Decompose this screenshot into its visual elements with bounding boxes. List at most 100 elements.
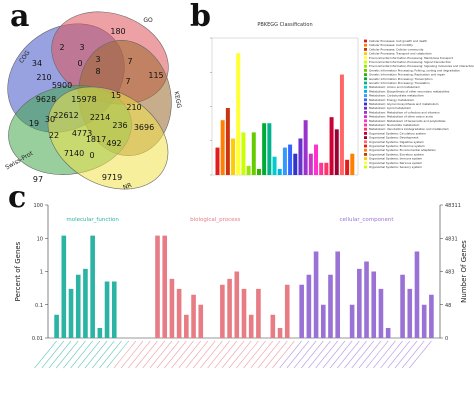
go-category-label-stub: [120, 340, 144, 369]
go-category-label-stub: [214, 340, 238, 369]
go-category-label-stub: [48, 340, 72, 369]
kegg-legend-label: Organismal Systems: Sensory system: [369, 165, 422, 169]
go-category-label-stub: [63, 340, 86, 369]
venn-set-ellipse: [47, 86, 169, 190]
go-bar: [256, 288, 261, 338]
kegg-legend-swatch: [364, 144, 367, 148]
kegg-legend-swatch: [364, 153, 367, 156]
go-bar: [306, 274, 312, 338]
kegg-bar: [319, 162, 324, 175]
kegg-bar: [225, 108, 230, 175]
go-bar: [241, 288, 247, 338]
kegg-bar: [246, 165, 251, 175]
go-category-label-stub: [351, 340, 374, 369]
go-category-label-stub: [257, 340, 281, 369]
go-ylabel-right: Number Of Genes: [460, 240, 468, 303]
go-category-label-stub: [228, 340, 252, 369]
go-bar: [385, 327, 391, 338]
go-category-label-stub: [308, 340, 331, 369]
go-bar: [371, 271, 377, 338]
kegg-legend-label: Environmental Information Processing: Me…: [369, 56, 454, 60]
go-category-label-stub: [315, 340, 338, 369]
go-category-label-stub: [387, 340, 411, 369]
go-category-label-stub: [344, 340, 367, 369]
go-category-label-stub: [322, 340, 346, 369]
kegg-legend-swatch: [364, 98, 367, 102]
kegg-bar: [282, 147, 287, 175]
go-category-label-stub: [265, 340, 288, 369]
kegg-legend-swatch: [364, 165, 367, 169]
go-category-label-stub: [373, 340, 396, 369]
kegg-legend-swatch: [364, 115, 367, 118]
go-category-label-stub: [301, 340, 324, 369]
go-category-label-stub: [358, 340, 382, 369]
go-bar: [349, 304, 355, 338]
kegg-bar: [303, 120, 308, 175]
go-bar: [421, 304, 427, 338]
kegg-bar: [267, 123, 272, 175]
go-bar: [220, 284, 225, 338]
go-category-label-stub: [92, 340, 115, 369]
go-ytick-label: 0.01: [32, 336, 43, 342]
go-bar: [414, 251, 420, 338]
go-bar: [357, 268, 362, 338]
go-category-label-stub: [380, 340, 403, 369]
venn-region-count: 2: [59, 43, 64, 52]
venn-region-count: 180: [110, 27, 125, 36]
kegg-bar: [262, 123, 267, 175]
go-bar: [378, 288, 384, 338]
kegg-legend-swatch: [364, 60, 367, 64]
go-bar: [162, 235, 168, 338]
go-bar: [335, 251, 341, 338]
venn-region-count: 1817: [86, 135, 106, 144]
kegg-legend-swatch: [364, 39, 367, 43]
kegg-legend-swatch: [364, 94, 367, 97]
go-category-label-stub: [394, 340, 418, 369]
venn-region-count: 2214: [90, 113, 110, 122]
go-bar: [61, 235, 67, 338]
go-bar: [364, 261, 369, 338]
go-bar: [54, 314, 59, 338]
go-category-label-stub: [142, 340, 165, 369]
go-ytick-right-label: 48311: [445, 203, 461, 209]
venn-region-count: 3: [95, 55, 100, 64]
kegg-legend-label: Organismal Systems: Excretory system: [369, 152, 424, 156]
go-category-label-stub: [401, 340, 425, 369]
go-bar-chart: 100 10 1 0.1 0.01 48311 4831 483 48 0 Percent of G…: [14, 203, 468, 369]
kegg-legend-swatch: [364, 43, 367, 47]
go-bar: [83, 268, 88, 338]
go-bar: [111, 281, 117, 338]
kegg-bar: [350, 153, 355, 175]
kegg-legend-label: Metabolism: Glycan biosynthesis and meta…: [369, 102, 439, 106]
go-category-label-stub: [171, 340, 194, 369]
venn-region-count: 7: [125, 77, 130, 86]
kegg-legend-label: Metabolism: Carbohydrate metabolism: [369, 94, 424, 98]
kegg-legend-swatch: [364, 81, 367, 85]
go-bar: [313, 251, 319, 338]
kegg-legend-label: Cellular Processes: Cellular community: [369, 47, 424, 51]
go-bar: [320, 304, 326, 338]
venn-region-count: 492: [106, 139, 121, 148]
kegg-bar: [339, 74, 344, 175]
venn-region-count: 210: [126, 103, 141, 112]
kegg-bar: [293, 153, 298, 175]
venn-set-label: NR: [122, 182, 133, 192]
kegg-bar: [298, 138, 303, 175]
kegg-legend-swatch: [364, 140, 367, 144]
kegg-legend-swatch: [364, 106, 367, 110]
kegg-legend-swatch: [364, 69, 367, 72]
panel-label-c: c: [8, 180, 27, 215]
kegg-legend-label: Organismal Systems: Nervous system: [369, 161, 422, 165]
kegg-legend-label: Metabolism: Xenobiotics biodegradation a…: [369, 127, 449, 131]
kegg-legend-label: Organismal Systems: Immune system: [369, 157, 422, 161]
kegg-legend-swatch: [364, 111, 367, 114]
go-ytick-label: 10: [37, 236, 43, 242]
go-category-label-stub: [41, 340, 65, 369]
venn-region-count: 30: [45, 115, 55, 124]
go-bar: [97, 327, 103, 338]
venn-region-count: 15: [111, 91, 121, 100]
go-ytick-right-label: 0: [445, 336, 448, 342]
go-category-label-stub: [250, 340, 274, 369]
go-ytick-right-label: 4831: [445, 236, 458, 242]
